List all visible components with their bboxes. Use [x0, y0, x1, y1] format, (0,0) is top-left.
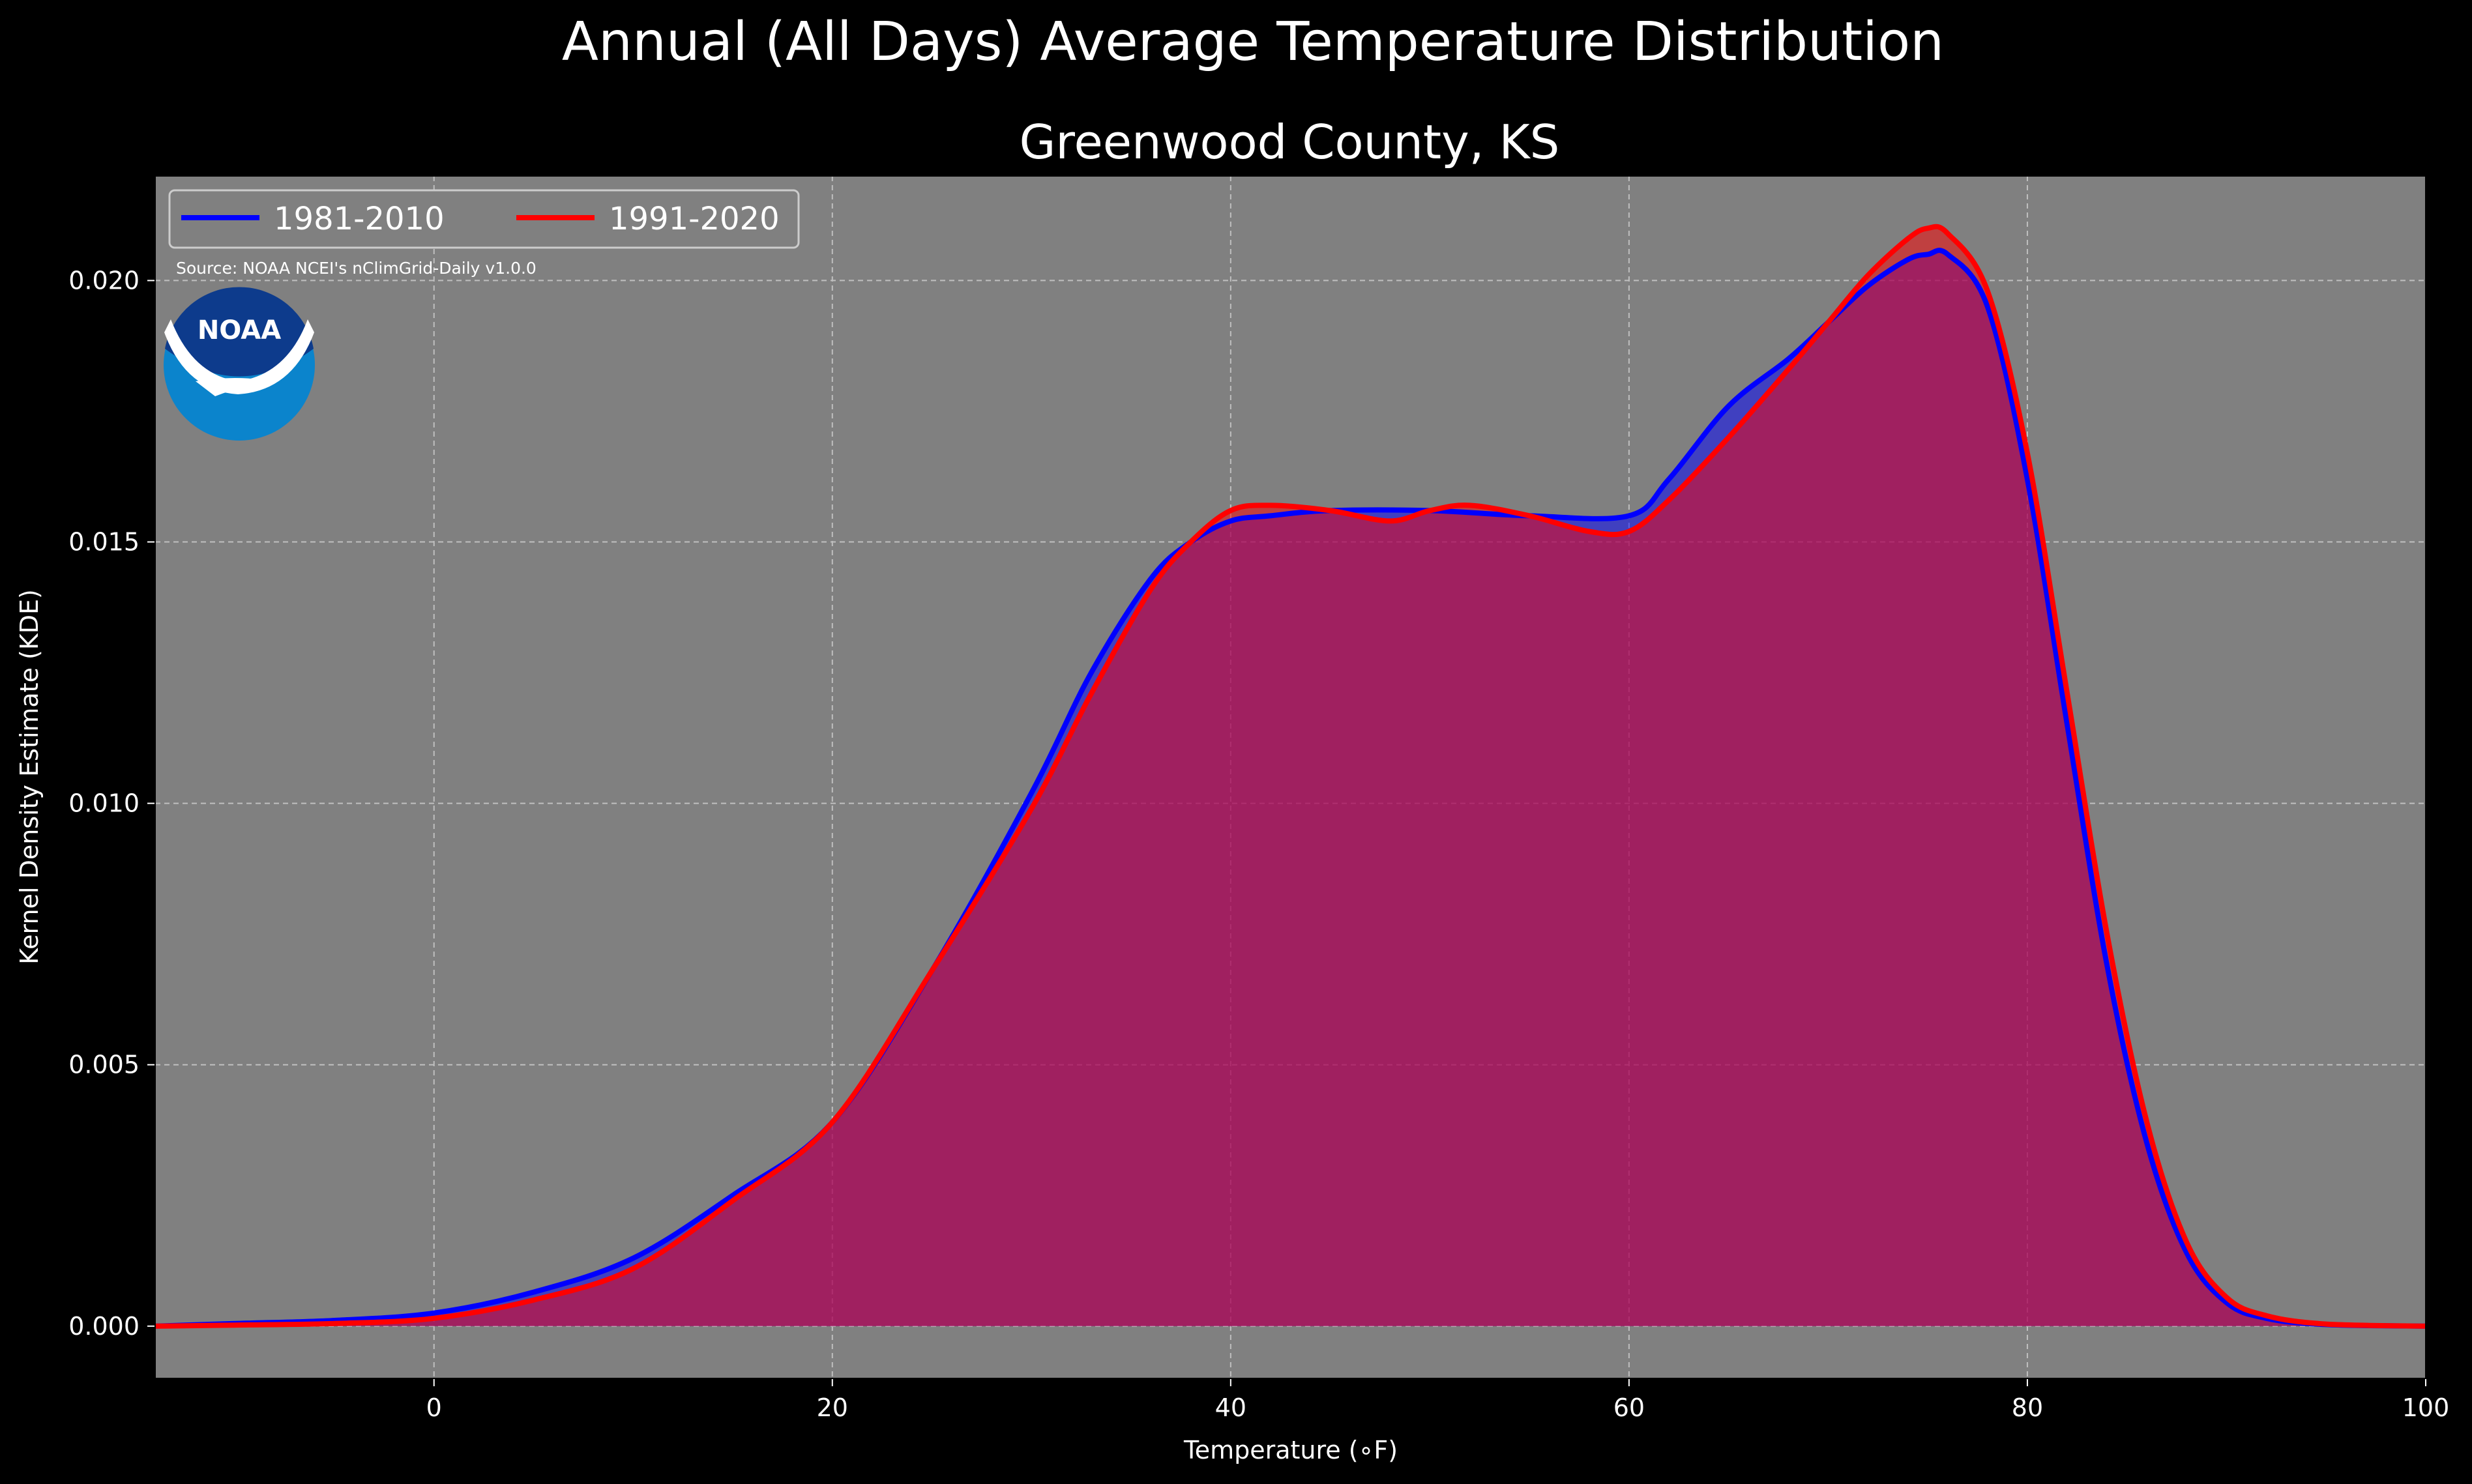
legend: 1981-2010 1991-2020 — [168, 189, 800, 249]
x-tick-label: 80 — [2012, 1393, 2043, 1422]
line-1991-2020 — [154, 224, 2426, 1329]
y-tick-label: 0.010 — [68, 789, 140, 818]
density-lines — [154, 224, 2426, 1329]
noaa-logo-text: NOAA — [198, 315, 281, 345]
chart-title: Annual (All Days) Average Temperature Di… — [562, 11, 1944, 73]
plot-frame — [154, 175, 2426, 1379]
area-1991-2020 — [155, 226, 2426, 1326]
y-axis-ticks: 0.000 0.005 0.010 0.015 0.020 — [68, 266, 155, 1341]
y-tick-label: 0.020 — [68, 266, 140, 295]
source-annotation: Source: NOAA NCEI's nClimGrid-Daily v1.0… — [176, 259, 537, 278]
x-tick-label: 60 — [1613, 1393, 1645, 1422]
noaa-logo-icon: NOAA — [164, 287, 315, 441]
x-tick-label: 0 — [426, 1393, 442, 1422]
x-axis-label: Temperature (∘F) — [1183, 1436, 1398, 1464]
y-tick-label: 0.015 — [68, 528, 140, 557]
legend-box — [168, 189, 800, 249]
density-areas — [155, 226, 2426, 1326]
y-tick-label: 0.005 — [68, 1051, 140, 1079]
y-axis-label: Kernel Density Estimate (KDE) — [15, 589, 44, 965]
y-tick-label: 0.000 — [68, 1312, 140, 1341]
x-axis-ticks: 0 20 40 60 80 100 — [426, 1378, 2450, 1422]
chart-subtitle: Greenwood County, KS — [1020, 115, 1560, 169]
x-tick-label: 20 — [817, 1393, 848, 1422]
line-1981-2010 — [154, 248, 2426, 1329]
x-tick-label: 100 — [2402, 1393, 2450, 1422]
legend-label-1981-2010: 1981-2010 — [274, 201, 445, 237]
legend-label-1991-2020: 1991-2020 — [609, 201, 780, 237]
x-tick-label: 40 — [1215, 1393, 1246, 1422]
